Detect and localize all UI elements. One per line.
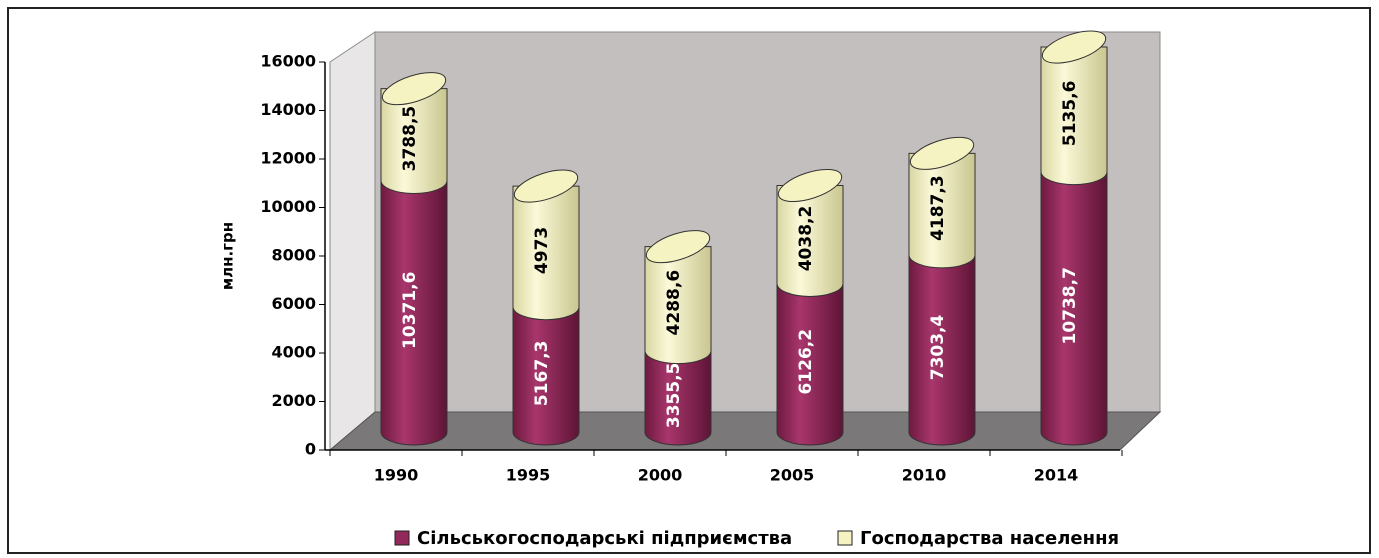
value-label: 4973 bbox=[532, 227, 552, 274]
value-label: 4038,2 bbox=[796, 206, 816, 272]
value-label: 3355,5 bbox=[664, 363, 684, 429]
value-label: 5167,3 bbox=[532, 341, 552, 407]
cylinder-cap bbox=[777, 168, 843, 203]
y-tick-label: 10000 bbox=[260, 197, 316, 216]
y-tick-label: 14000 bbox=[260, 100, 316, 119]
y-axis-label: млн.грн bbox=[219, 222, 237, 290]
cylinder-segment bbox=[908, 254, 976, 446]
cylinder-cap bbox=[1041, 30, 1107, 64]
legend-swatch bbox=[394, 530, 410, 546]
y-tick-label: 2000 bbox=[271, 391, 316, 410]
cylinder-segment bbox=[380, 179, 448, 446]
x-tick-label: 2010 bbox=[902, 466, 947, 485]
cylinder-segment bbox=[512, 306, 580, 446]
x-tick-label: 1995 bbox=[506, 466, 551, 485]
value-label: 4187,3 bbox=[928, 175, 948, 241]
y-tick-label: 16000 bbox=[260, 52, 316, 71]
frame bbox=[7, 7, 1371, 554]
y-tick-label: 8000 bbox=[271, 246, 316, 265]
y-tick-label: 6000 bbox=[271, 294, 316, 313]
cylinder-segment bbox=[644, 350, 712, 446]
legend-swatch bbox=[837, 530, 853, 546]
cylinder-cap bbox=[381, 72, 447, 106]
value-label: 6126,2 bbox=[796, 329, 816, 395]
y-tick-label: 12000 bbox=[260, 149, 316, 168]
value-label: 10371,6 bbox=[400, 272, 420, 349]
value-label: 3788,5 bbox=[400, 106, 420, 172]
y-tick-label: 4000 bbox=[271, 343, 316, 362]
legend-label: Сільськогосподарські підприємства bbox=[417, 528, 792, 549]
cylinder-segment bbox=[644, 246, 712, 365]
cylinder-segment bbox=[776, 282, 844, 446]
cylinder-cap bbox=[645, 230, 711, 264]
value-label: 5135,6 bbox=[1060, 81, 1080, 147]
cylinder-segment bbox=[1040, 171, 1108, 446]
cylinder-cap bbox=[909, 136, 975, 170]
side-wall bbox=[329, 31, 376, 452]
y-tick-label: 0 bbox=[305, 440, 316, 459]
cylinder-segment bbox=[512, 185, 580, 321]
cylinder-segment bbox=[1040, 46, 1108, 186]
x-tick-label: 2014 bbox=[1034, 466, 1079, 485]
x-tick-label: 2005 bbox=[770, 466, 815, 485]
legend-label: Господарства населення bbox=[860, 528, 1119, 549]
cylinder-cap bbox=[513, 169, 579, 203]
cylinder-segment bbox=[380, 88, 448, 194]
floor bbox=[328, 411, 1162, 451]
x-tick-label: 1990 bbox=[374, 466, 419, 485]
value-label: 4288,6 bbox=[664, 270, 684, 336]
cylinder-segment bbox=[776, 185, 844, 297]
x-tick-label: 2000 bbox=[638, 466, 683, 485]
cylinder-segment bbox=[908, 152, 976, 269]
value-label: 7303,4 bbox=[928, 314, 948, 380]
value-label: 10738,7 bbox=[1060, 267, 1080, 344]
